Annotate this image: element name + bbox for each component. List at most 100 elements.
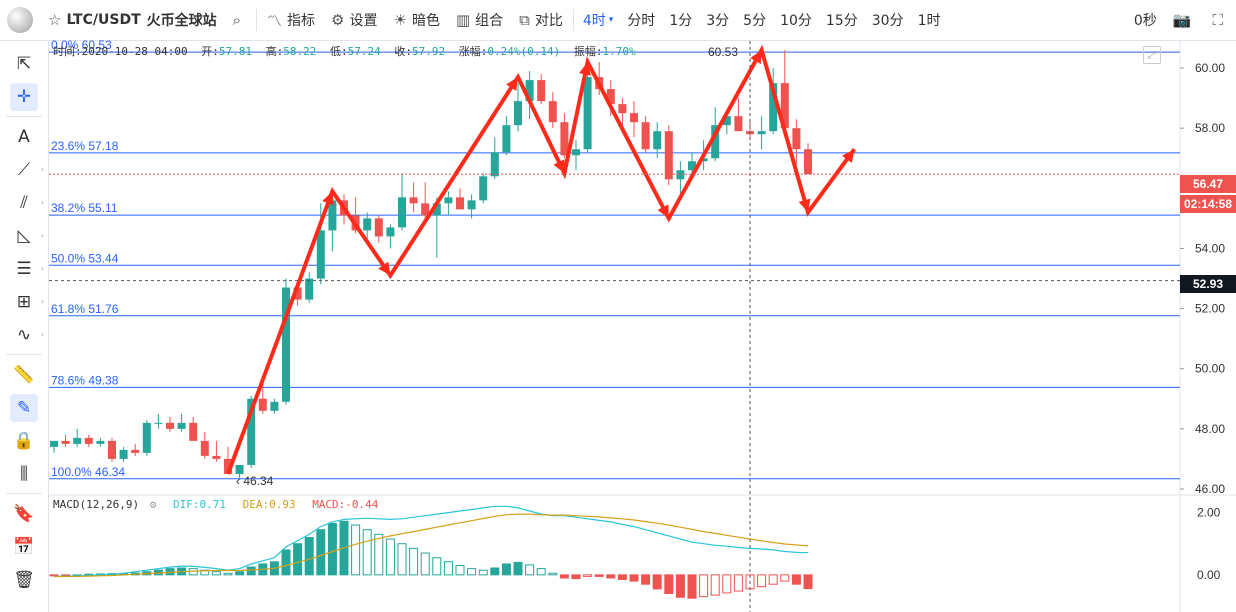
trendline-tool[interactable]: ⟋ › [0,153,48,186]
candle-body [722,116,731,126]
crosshair-icon: ✛ [16,86,32,107]
indicators-button[interactable]: 〽指标 [259,0,323,40]
interval-option[interactable]: 1分 [669,13,693,29]
search-button[interactable]: ⌕ [225,0,254,40]
expand-icon[interactable]: ⤢ [1143,46,1161,64]
edit-tool[interactable]: 📅 [0,530,48,563]
macd-histogram-bar [455,565,465,576]
macd-histogram-bar [478,569,488,576]
macd-name: MACD(12,26,9) [53,498,140,511]
interval-option[interactable]: 分时 [627,13,656,29]
candle-body [212,455,221,459]
triangle-icon: ◺ [17,225,31,246]
macd-histogram-bar [235,571,245,576]
candle-body [502,125,511,153]
caret-icon: › [40,297,44,306]
brush-tool[interactable]: ✎ [0,391,48,424]
channel-tool[interactable]: ⫽ › [0,186,48,219]
fib-level-label: 100.0% 46.34 [51,465,125,479]
candle-body [374,218,383,237]
macd-histogram-bar [583,574,593,577]
arrowhead [579,62,591,76]
high-value: 58.22 [283,45,317,58]
candle-body [270,401,279,411]
settings-icon[interactable]: ⚙ [149,498,157,511]
macd-histogram-bar [443,561,453,576]
fib-tool[interactable]: ☰ › [0,252,48,285]
cursor-tool[interactable]: ⇱ [0,47,48,80]
macd-histogram-bar [791,574,801,585]
screenshot-button[interactable]: 📷 [1165,0,1205,40]
star-icon[interactable]: ☆ [48,11,62,29]
text-tool[interactable]: A [0,120,48,153]
combo-label: 组合 [475,13,504,29]
hide-drawings-tool[interactable]: ⫼ [0,457,48,490]
interval-option[interactable]: 15分 [825,13,858,29]
candle-body [548,101,557,123]
macd-histogram-bar [200,569,210,576]
macd-histogram-bar [420,552,430,576]
interval-option[interactable]: 5分 [743,13,767,29]
macd-histogram-bar [652,574,662,590]
candle-body [780,83,789,129]
candle-body [409,197,418,204]
candle-body [583,77,592,150]
bookmark-tool[interactable]: 🔖 [0,497,48,530]
wave-tool[interactable]: ∿ › [0,318,48,351]
candle-body [50,440,58,447]
macd-histogram-bar [722,574,732,594]
open-label: 开: [201,45,219,58]
compare-button[interactable]: ⧉ 对比 [511,0,571,40]
interval-option[interactable]: 1时 [917,13,941,29]
macd-tick-label: 0.00 [1197,568,1221,582]
arrowhead [506,77,518,91]
candle-body [224,458,232,474]
compare-label: 对比 [534,13,563,29]
macd-histogram-bar [594,574,604,577]
crosshair-price-tag: 52.93 [1180,275,1236,293]
macd-histogram-bar [246,566,256,576]
interval-selected: 4时 [582,13,606,29]
divider [256,9,258,31]
candle-body [688,161,696,171]
interval-option[interactable]: 10分 [780,13,812,29]
macd-histogram-bar [641,574,651,585]
dark-mode-button[interactable]: ☀ 暗色 [386,0,448,40]
settings-label: 设置 [349,13,378,29]
crosshair-tool[interactable]: ✛ [0,80,48,113]
divider [572,9,574,31]
interval-dropdown[interactable]: 4时 ▾ [576,0,620,40]
trash-icon: 🗑 [13,569,35,590]
ruler-tool[interactable]: 📏 [0,358,48,391]
candle-body [316,230,325,279]
delete-tool[interactable]: 🗑 [0,563,48,596]
interval-option[interactable]: 30分 [871,13,904,29]
compare-icon: ⧉ [519,11,530,29]
fullscreen-button[interactable]: ⛶ [1204,0,1236,40]
layout-button[interactable]: ▥ 组合 [448,0,511,40]
arrowhead [322,191,334,206]
candle-body [514,101,522,126]
ruler-icon: 📏 [13,364,35,385]
rectangle-tool[interactable]: ⊞ › [0,285,48,318]
candle-body [711,125,720,159]
channel-icon: ⫽ [20,192,28,213]
candle-body [421,203,430,216]
macd-histogram-bar [525,564,535,576]
macd-histogram-bar [664,574,674,595]
dark-label: 暗色 [411,13,440,29]
logo [0,0,40,40]
seconds-label[interactable]: 0秒 [1133,13,1157,29]
candle-body [456,197,464,210]
calendar-edit-icon: 📅 [13,536,35,557]
interval-option[interactable]: 3分 [706,13,730,29]
fib-icon: ☰ [16,258,32,279]
candle-body [142,422,151,453]
symbol-selector[interactable]: ☆ LTC/USDT 火币全球站 [40,0,225,40]
hand-drawn-wave-path [226,44,857,475]
lock-tool[interactable]: 🔒 [0,424,48,457]
right-tools: 0秒 📷 ⛶ [1126,0,1236,40]
triangle-tool[interactable]: ◺ › [0,219,48,252]
settings-button[interactable]: ⚙ 设置 [323,0,385,40]
